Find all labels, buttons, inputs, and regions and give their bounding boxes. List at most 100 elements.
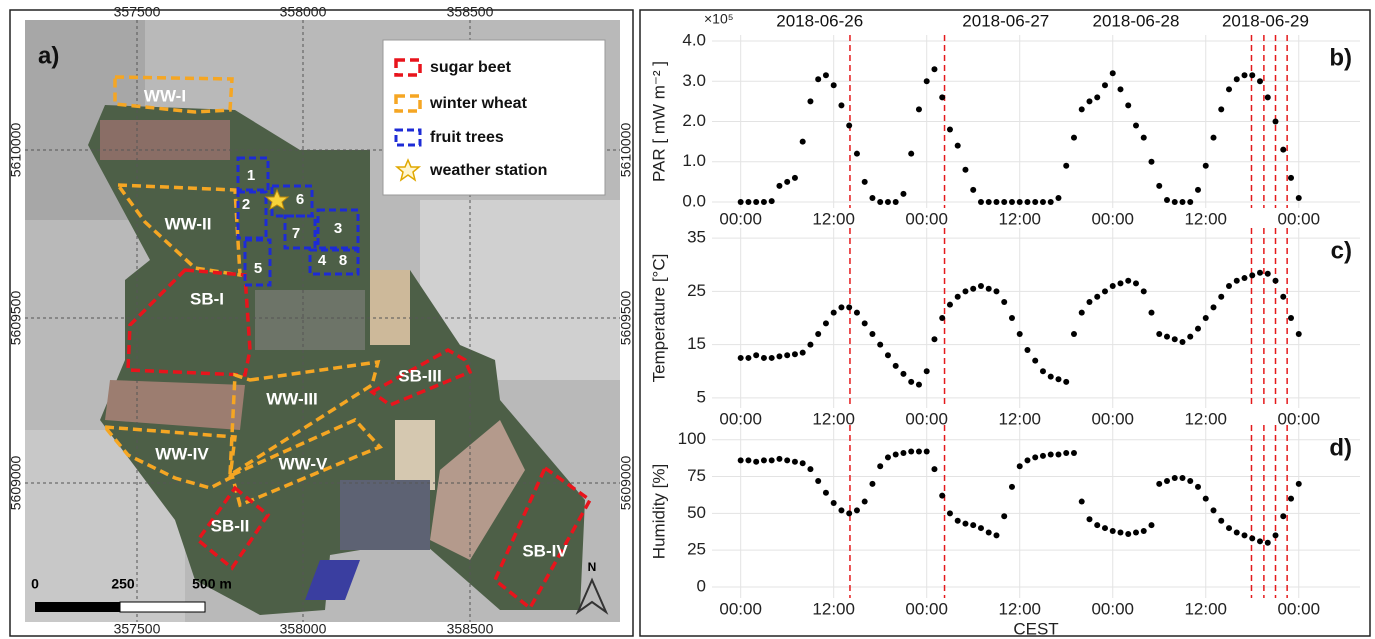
data-point — [1133, 529, 1139, 535]
data-point — [869, 481, 875, 487]
data-point — [761, 457, 767, 463]
data-point — [1125, 278, 1131, 284]
data-point — [792, 459, 798, 465]
y-tick-label: 1.0 — [682, 151, 706, 170]
y-axis-title: Temperature [°C] — [649, 254, 668, 383]
data-point — [978, 283, 984, 289]
data-point — [885, 454, 891, 460]
data-point — [854, 507, 860, 513]
data-point — [931, 66, 937, 72]
data-point — [1148, 522, 1154, 528]
data-point — [753, 199, 759, 205]
data-point — [800, 460, 806, 466]
y-tick-label: 35 — [687, 228, 706, 247]
field-bare — [395, 420, 435, 490]
scale-bar — [120, 602, 205, 612]
x-tick-label: 12:00 — [998, 599, 1041, 618]
data-point — [986, 286, 992, 292]
data-point — [1257, 78, 1263, 84]
figure: WW-I WW-II SB-I WW-III SB-III WW-IV WW-V… — [0, 0, 1375, 639]
data-point — [970, 286, 976, 292]
data-point — [1234, 278, 1240, 284]
data-point — [1071, 135, 1077, 141]
tree-plot-label: 4 — [318, 252, 327, 269]
panel-label: d) — [1329, 434, 1352, 461]
x-tick-label: 12:00 — [812, 209, 855, 228]
data-point — [1102, 82, 1108, 88]
data-point — [1017, 331, 1023, 337]
data-point — [1179, 199, 1185, 205]
field-label: SB-III — [398, 366, 441, 385]
data-point — [1280, 147, 1286, 153]
data-point — [1079, 106, 1085, 112]
data-point — [1211, 135, 1217, 141]
data-point — [970, 187, 976, 193]
data-point — [1226, 525, 1232, 531]
data-point — [893, 451, 899, 457]
data-point — [838, 102, 844, 108]
data-point — [807, 466, 813, 472]
data-point — [900, 450, 906, 456]
data-point — [1055, 195, 1061, 201]
data-point — [792, 351, 798, 357]
data-point — [1141, 288, 1147, 294]
data-point — [885, 352, 891, 358]
data-point — [745, 355, 751, 361]
data-point — [1234, 76, 1240, 82]
data-point — [916, 382, 922, 388]
data-point — [1048, 451, 1054, 457]
data-point — [838, 507, 844, 513]
data-point — [1218, 294, 1224, 300]
tree-plot-label: 6 — [296, 191, 304, 208]
data-point — [792, 175, 798, 181]
data-point — [745, 457, 751, 463]
field-label: WW-I — [144, 86, 186, 105]
data-point — [1055, 376, 1061, 382]
data-point — [1071, 331, 1077, 337]
data-point — [1242, 532, 1248, 538]
field-label: WW-III — [266, 389, 318, 408]
northing-label: 5609500 — [8, 291, 24, 346]
data-point — [776, 353, 782, 359]
data-point — [908, 449, 914, 455]
data-point — [1172, 199, 1178, 205]
x-tick-label: 00:00 — [719, 599, 762, 618]
data-point — [815, 76, 821, 82]
data-point — [1265, 94, 1271, 100]
data-point — [862, 320, 868, 326]
data-point — [776, 456, 782, 462]
x-tick-label: 12:00 — [812, 599, 855, 618]
y-tick-label: 2.0 — [682, 111, 706, 130]
data-point — [1249, 72, 1255, 78]
data-point — [978, 199, 984, 205]
x2-tick-label: 2018-06-29 — [1222, 11, 1309, 30]
data-point — [807, 98, 813, 104]
data-point — [815, 478, 821, 484]
data-point — [800, 350, 806, 356]
field-label: SB-I — [190, 289, 224, 308]
data-point — [1141, 135, 1147, 141]
data-point — [1249, 272, 1255, 278]
data-point — [1141, 528, 1147, 534]
scale-bar — [35, 602, 120, 612]
northing-label: 5610000 — [8, 123, 24, 178]
x-tick-label: 00:00 — [1091, 209, 1134, 228]
y-tick-label: 5 — [697, 387, 706, 406]
data-point — [947, 302, 953, 308]
data-point — [1063, 450, 1069, 456]
panel-label: c) — [1331, 237, 1352, 264]
data-point — [1249, 535, 1255, 541]
data-point — [1211, 304, 1217, 310]
data-point — [776, 183, 782, 189]
data-point — [1094, 294, 1100, 300]
data-point — [1001, 513, 1007, 519]
data-point — [1001, 299, 1007, 305]
data-point — [1040, 199, 1046, 205]
y-tick-label: 4.0 — [682, 31, 706, 50]
data-point — [908, 151, 914, 157]
y-axis-title: Humidity [%] — [649, 464, 668, 559]
field-label: WW-II — [165, 214, 212, 233]
field-label: SB-IV — [522, 541, 568, 560]
data-point — [1257, 538, 1263, 544]
data-point — [1172, 336, 1178, 342]
